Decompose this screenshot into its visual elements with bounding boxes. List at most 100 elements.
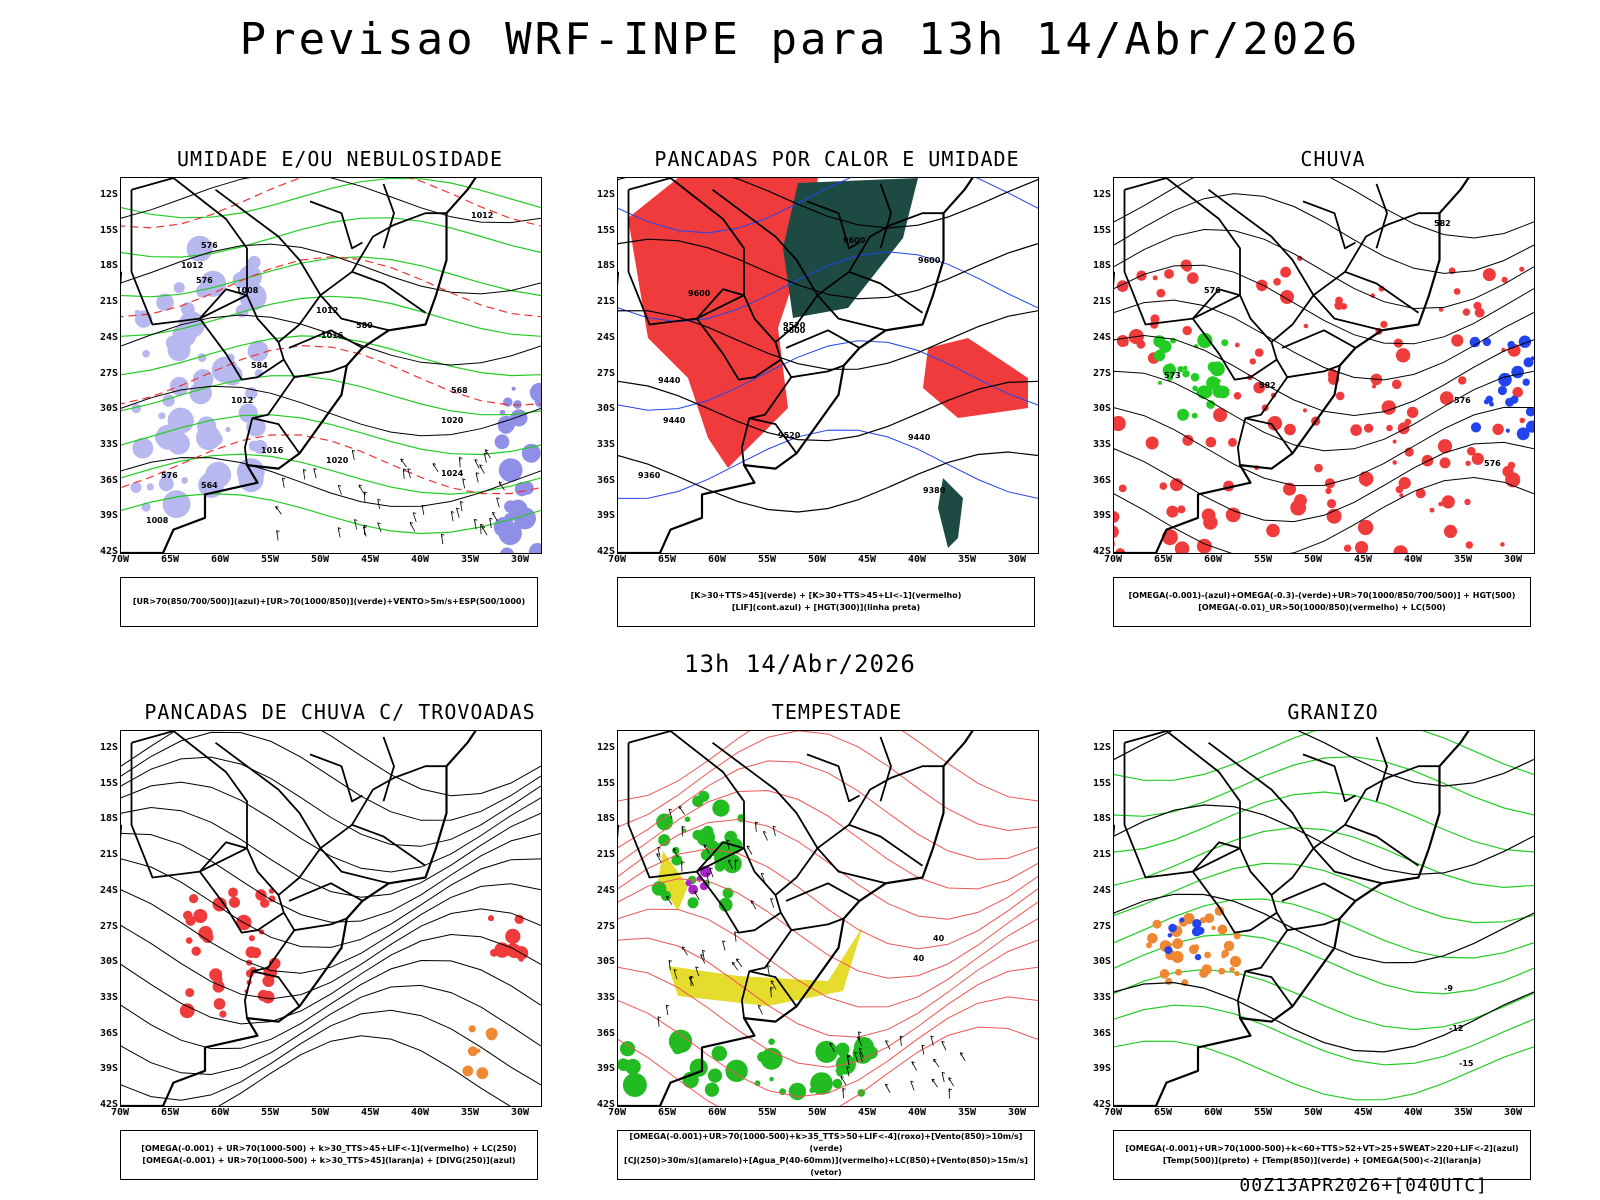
- latitude-label: 39S: [99, 510, 118, 522]
- contour-label: 1020: [441, 416, 464, 425]
- wind-vectors: [275, 449, 505, 545]
- contour-label: 9360: [638, 471, 661, 480]
- contour-label: 582: [1259, 381, 1276, 390]
- contour-label: 1016: [261, 446, 284, 455]
- longitude-label: 35W: [957, 554, 977, 565]
- longitude-label: 45W: [1353, 1107, 1373, 1118]
- longitude-label: 55W: [260, 554, 280, 565]
- panel-title: TEMPESTADE: [771, 700, 903, 724]
- latitude-label: 24S: [99, 884, 118, 896]
- contour-label: 1008: [236, 286, 259, 295]
- latitude-label: 42S: [596, 1099, 615, 1110]
- panel-legend: [K>30+TTS>45](verde) + [K>30+TTS>45+LI<-…: [617, 577, 1035, 627]
- latitude-label: 15S: [99, 224, 118, 236]
- latitude-label: 12S: [1092, 742, 1111, 753]
- legend-line: [UR>70(850/700/500)](azul)+[UR>70(1000/8…: [132, 597, 526, 606]
- longitude-label: 30W: [1503, 1107, 1523, 1118]
- contour-label: 573: [1164, 371, 1181, 380]
- contour-label: 580: [356, 321, 373, 330]
- rain-field: [1114, 255, 1526, 553]
- forecast-map: 1012 1012 1008 1012 1016 1020 1008 1012 1016 1020…: [120, 177, 542, 554]
- latitude-label: 42S: [99, 1099, 118, 1110]
- longitude-label: 55W: [1253, 1107, 1273, 1118]
- rain-intense-field: [1153, 332, 1230, 421]
- legend-line: [Temp(500)](preto) + [Temp(850)](verde) …: [1162, 1156, 1482, 1165]
- longitude-label: 55W: [757, 1107, 777, 1118]
- legend-line: [CJ(250)>30m/s](amarelo)+[Agua_P(40-60mm…: [624, 1156, 1028, 1177]
- latitude-label: 24S: [596, 884, 615, 896]
- latitude-label: 42S: [1092, 1099, 1111, 1110]
- longitude-label: 70W: [1103, 1107, 1123, 1118]
- latitude-label: 21S: [596, 296, 615, 308]
- latitude-label: 33S: [1092, 991, 1111, 1003]
- instability-zone: [628, 178, 1028, 548]
- latitude-label: 30S: [596, 956, 615, 968]
- coastline-and-borders: [1114, 731, 1470, 1106]
- longitude-label: 60W: [707, 554, 727, 565]
- contour-label: 576: [1454, 396, 1471, 405]
- longitude-label: 45W: [360, 554, 380, 565]
- longitude-label: 35W: [460, 554, 480, 565]
- longitude-label: 40W: [907, 554, 927, 565]
- panel-title: CHUVA: [1300, 147, 1366, 171]
- latitude-label: 27S: [1092, 367, 1111, 379]
- latitude-label: 18S: [1092, 260, 1111, 272]
- latitude-label: 39S: [1092, 1063, 1111, 1075]
- forecast-map: 582576573576582576573: [1113, 177, 1535, 554]
- longitude-label: 30W: [510, 1107, 530, 1118]
- latitude-label: 33S: [99, 438, 118, 450]
- longitude-label: 70W: [1103, 554, 1123, 565]
- longitude-label: 60W: [210, 1107, 230, 1118]
- latitude-label: 30S: [99, 403, 118, 415]
- contour-label: 584: [251, 361, 268, 370]
- contour-labels: -9 -12 -15: [1444, 984, 1474, 1068]
- lifted-index-contours: [618, 178, 1038, 499]
- latitude-label: 12S: [596, 189, 615, 200]
- latitude-label: 39S: [1092, 510, 1111, 522]
- latitude-label: 15S: [1092, 224, 1111, 236]
- latitude-label: 33S: [99, 991, 118, 1003]
- longitude-label: 35W: [957, 1107, 977, 1118]
- latitude-label: 18S: [1092, 813, 1111, 825]
- wind-850-field-south: [618, 1029, 878, 1101]
- longitude-label: 70W: [110, 554, 130, 565]
- contour-label: 9520: [783, 321, 806, 330]
- contour-label: -15: [1459, 1059, 1474, 1068]
- wind-850-vectors: [656, 805, 777, 1027]
- longitude-label: 45W: [857, 554, 877, 565]
- latitude-label: 12S: [99, 189, 118, 200]
- contour-label: 576: [1484, 459, 1501, 468]
- longitude-label: 45W: [857, 1107, 877, 1118]
- contour-label: 1012: [316, 306, 338, 315]
- latitude-label: 27S: [1092, 920, 1111, 932]
- latitude-label: 21S: [99, 296, 118, 308]
- longitude-label: 60W: [1203, 554, 1223, 565]
- panel-title: GRANIZO: [1287, 700, 1379, 724]
- legend-line: [OMEGA(-0.01)_UR>50(1000/850)(vermelho) …: [1198, 603, 1446, 612]
- thickness-contours: [121, 178, 541, 495]
- longitude-label: 70W: [607, 554, 627, 565]
- contour-label: -12: [1449, 1024, 1463, 1033]
- panel-title: PANCADAS POR CALOR E UMIDADE: [654, 147, 1020, 171]
- longitude-label: 55W: [1253, 554, 1273, 565]
- legend-line: [LIF](cont.azul) + [HGT(300)](linha pret…: [731, 603, 921, 612]
- latitude-label: 18S: [99, 260, 118, 272]
- contour-label: 1024: [441, 469, 464, 478]
- coastline-and-borders: [121, 731, 477, 1106]
- contour-label: 576: [196, 276, 213, 285]
- latitude-label: 21S: [99, 849, 118, 861]
- latitude-label: 27S: [99, 920, 118, 932]
- convection-field: [462, 1025, 498, 1080]
- longitude-label: 65W: [1153, 554, 1173, 565]
- longitude-label: 60W: [707, 1107, 727, 1118]
- legend-line: [OMEGA(-0.001)-(azul)+OMEGA(-0.3)-(verde…: [1128, 591, 1516, 600]
- longitude-label: 50W: [310, 1107, 330, 1118]
- forecast-map: [120, 730, 542, 1107]
- temp-500-contours: [1114, 731, 1534, 1053]
- latitude-label: 18S: [596, 813, 615, 825]
- jet-stream-zone: [658, 851, 863, 1006]
- forecast-map: 40 40: [617, 730, 1039, 1107]
- latitude-label: 15S: [596, 224, 615, 236]
- longitude-label: 65W: [160, 554, 180, 565]
- legend-line: [K>30+TTS>45](verde) + [K>30+TTS>45+LI<-…: [690, 591, 962, 600]
